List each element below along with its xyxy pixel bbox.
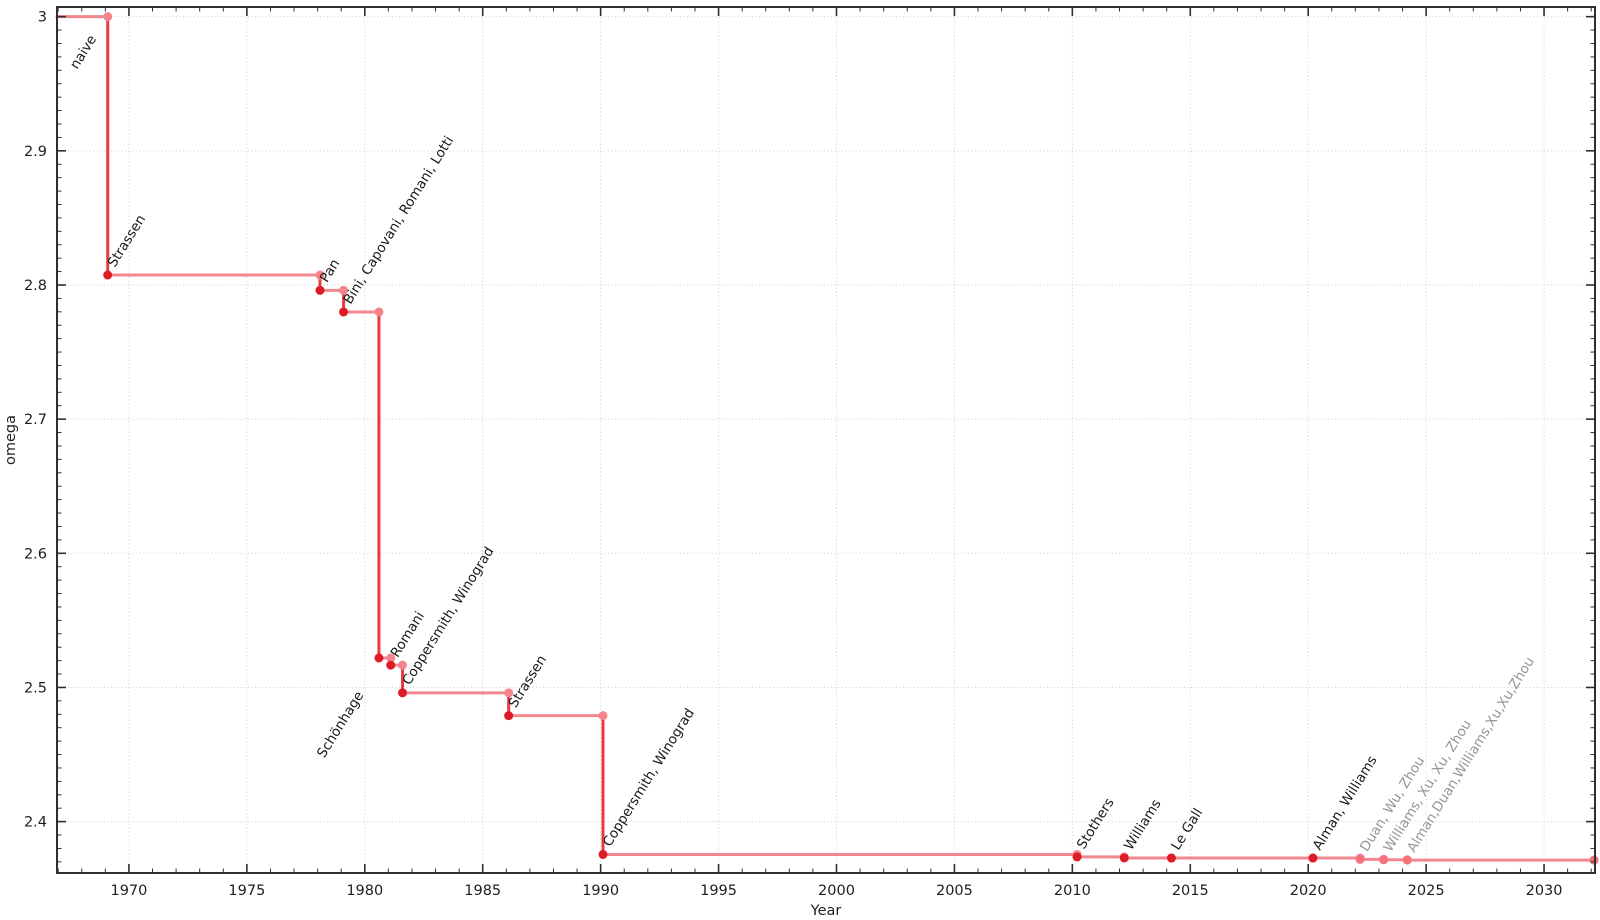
- x-tick-label: 1975: [228, 883, 265, 899]
- data-point: [386, 660, 396, 670]
- corner-point: [315, 270, 325, 280]
- corner-point: [598, 711, 608, 721]
- data-point: [1119, 853, 1129, 863]
- axis-titles: Year omega: [3, 415, 841, 919]
- annotation-label: Strassen: [505, 653, 550, 711]
- annotation-label: Williams: [1121, 797, 1165, 853]
- y-tick-label: 2.7: [24, 412, 47, 428]
- annotation-label: Schönhage: [314, 689, 367, 761]
- x-tick-label: 2005: [936, 883, 973, 899]
- corner-point: [103, 12, 113, 22]
- data-point: [1379, 855, 1389, 865]
- corner-point: [374, 307, 384, 317]
- grid: [57, 7, 1595, 873]
- y-axis-title: omega: [3, 415, 19, 465]
- drop-lines: [106, 15, 1409, 862]
- data-point: [398, 688, 408, 698]
- annotation-label: naive: [67, 32, 100, 72]
- tick-labels: 1970 1975 1980 1985 1990 1995 2000 2005 2010 2015…: [24, 10, 1563, 899]
- corner-point: [398, 660, 408, 670]
- x-tick-label: 2030: [1526, 883, 1563, 899]
- data-point: [504, 711, 514, 721]
- data-point: [374, 653, 384, 663]
- y-tick-label: 2.5: [24, 680, 47, 696]
- data-point: [103, 270, 113, 280]
- axes-frame: [56, 6, 1596, 874]
- y-tick-label: 3: [38, 10, 47, 26]
- annotation-label: Le Gall: [1168, 806, 1206, 854]
- plot-border: [56, 6, 1596, 874]
- x-tick-label: 1990: [582, 883, 619, 899]
- y-tick-label: 2.4: [24, 815, 47, 831]
- data-point: [1166, 853, 1176, 863]
- x-tick-label: 1985: [464, 883, 501, 899]
- annotation-label: Stothers: [1074, 795, 1118, 852]
- data-points: [103, 12, 1599, 865]
- annotation-label: Coppersmith, Winograd: [600, 706, 698, 850]
- data-point: [1072, 852, 1082, 862]
- x-axis-title: Year: [810, 903, 842, 919]
- annotation-label: Alman,Duan,Williams,Xu,Xu,Zhou: [1404, 654, 1538, 855]
- x-tick-label: 2000: [818, 883, 855, 899]
- x-tick-label: 1995: [700, 883, 737, 899]
- annotation-label: Strassen: [105, 212, 150, 270]
- y-tick-label: 2.9: [24, 144, 47, 160]
- x-tick-label: 2020: [1290, 883, 1327, 899]
- x-tick-label: 2010: [1054, 883, 1091, 899]
- x-tick-label: 1970: [110, 883, 147, 899]
- corner-point: [504, 688, 514, 698]
- data-point: [315, 285, 325, 295]
- corner-point: [339, 285, 349, 295]
- x-tick-label: 2025: [1408, 883, 1445, 899]
- y-tick-label: 2.8: [24, 278, 47, 294]
- step-line: [55, 15, 1595, 862]
- data-point: [598, 849, 608, 859]
- data-point: [339, 307, 349, 317]
- data-point: [1355, 854, 1365, 864]
- x-tick-label: 1980: [346, 883, 383, 899]
- x-tick-label: 2015: [1172, 883, 1209, 899]
- y-tick-label: 2.6: [24, 546, 47, 562]
- corner-point: [386, 653, 396, 663]
- data-point: [1308, 853, 1318, 863]
- annotation-label: Bini, Capovani, Romani, Lotti: [340, 133, 457, 307]
- data-point: [1402, 855, 1412, 865]
